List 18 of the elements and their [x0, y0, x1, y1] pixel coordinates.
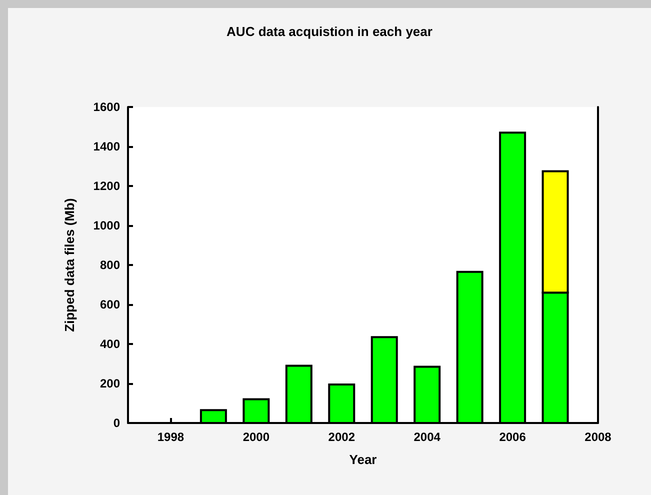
y-tick-label: 0: [113, 416, 120, 430]
y-tick-label: 1200: [93, 179, 120, 193]
x-tick-label: 2008: [584, 430, 612, 444]
y-tick-label: 1600: [93, 100, 120, 114]
x-tick-label: 2006: [499, 430, 526, 444]
chart-title: AUC data acquistion in each year: [226, 24, 432, 39]
y-axis-title: Zipped data files (Mb): [62, 198, 77, 332]
y-tick-label: 400: [100, 337, 120, 351]
y-tick-label: 1400: [93, 140, 120, 154]
y-tick-label: 600: [100, 298, 120, 312]
x-tick-label: 2002: [328, 430, 356, 444]
x-tick-label: 1998: [157, 430, 184, 444]
x-tick-label: 2000: [242, 430, 270, 444]
x-tick-label: 2004: [414, 430, 441, 444]
y-tick-label: 200: [100, 376, 120, 390]
y-tick-label: 1000: [93, 218, 120, 232]
y-tick-label: 800: [100, 258, 120, 272]
x-axis-title: Year: [349, 452, 377, 467]
